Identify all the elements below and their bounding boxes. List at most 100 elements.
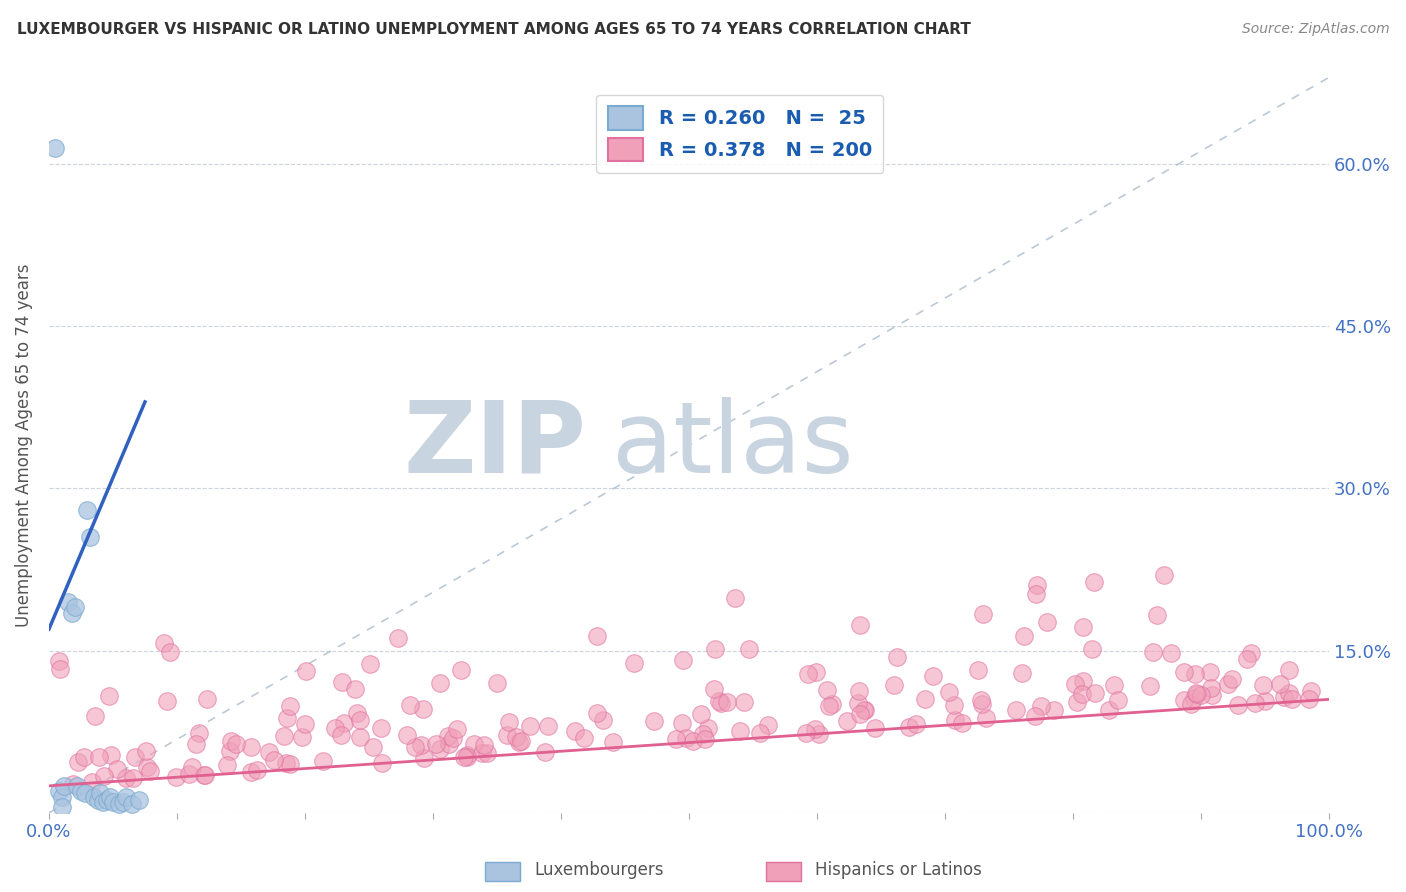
Point (179, 767, 201, 781)
Point (905, 717, 928, 731)
Point (1198, 665, 1220, 680)
Point (938, 685, 960, 699)
Point (1139, 679, 1161, 693)
Point (943, 713, 966, 727)
Point (967, 663, 990, 677)
Point (471, 746, 494, 760)
Point (1083, 575, 1105, 590)
Point (181, 760, 204, 774)
Point (193, 768, 215, 782)
Point (852, 703, 875, 717)
Point (716, 695, 738, 709)
Point (343, 681, 366, 696)
Text: Luxembourgers: Luxembourgers (534, 861, 664, 879)
Point (815, 683, 838, 698)
Point (100, 789, 122, 804)
Point (114, 771, 136, 785)
Point (849, 618, 872, 632)
Point (56, 595, 79, 609)
Point (87, 749, 110, 764)
Point (475, 746, 498, 760)
Point (257, 745, 280, 759)
Point (453, 749, 475, 764)
Point (53, 779, 76, 793)
Point (139, 764, 162, 778)
Point (128, 793, 150, 807)
Point (44, 141, 66, 155)
Point (412, 702, 434, 716)
Point (1071, 674, 1094, 689)
Point (922, 669, 945, 683)
Point (756, 718, 779, 732)
Point (914, 691, 936, 706)
Point (1173, 693, 1195, 707)
Point (972, 607, 994, 621)
Point (1098, 703, 1121, 717)
Point (1299, 684, 1322, 698)
Point (1004, 703, 1026, 717)
Point (399, 698, 422, 712)
Point (818, 698, 841, 713)
Point (863, 721, 886, 735)
Point (1102, 678, 1125, 692)
Point (602, 735, 624, 749)
Point (728, 724, 751, 739)
Point (153, 636, 176, 650)
Point (404, 740, 426, 755)
Point (1064, 676, 1087, 690)
Point (1185, 686, 1208, 700)
Point (689, 707, 711, 722)
Point (70, 784, 93, 798)
Point (60, 606, 83, 620)
Point (672, 653, 695, 667)
Point (396, 728, 419, 742)
Point (439, 737, 461, 751)
Point (425, 737, 447, 751)
Point (349, 730, 371, 744)
Point (1278, 685, 1301, 699)
Point (749, 725, 772, 739)
Point (623, 656, 645, 670)
Point (295, 664, 318, 678)
Point (73, 787, 96, 801)
Point (821, 697, 844, 711)
Point (585, 706, 607, 720)
Point (121, 797, 143, 812)
Point (80, 774, 103, 789)
Point (276, 711, 298, 725)
Point (693, 731, 716, 746)
Point (807, 727, 830, 741)
Point (359, 657, 381, 671)
Point (586, 629, 609, 643)
Point (724, 591, 747, 605)
Point (221, 734, 243, 748)
Point (1220, 672, 1243, 686)
Point (1180, 697, 1202, 711)
Point (349, 714, 371, 728)
Point (83, 789, 105, 804)
Point (263, 753, 285, 767)
Point (1244, 696, 1267, 710)
Point (848, 683, 870, 698)
Point (1071, 620, 1094, 634)
Point (135, 744, 157, 758)
Point (1236, 652, 1258, 666)
Point (1268, 677, 1291, 691)
Point (703, 681, 725, 696)
Point (48, 654, 70, 668)
Point (508, 734, 530, 748)
Point (225, 737, 247, 751)
Point (733, 695, 755, 709)
Point (413, 751, 436, 765)
Point (159, 645, 181, 659)
Point (592, 713, 614, 727)
Y-axis label: Unemployment Among Ages 65 to 74 years: Unemployment Among Ages 65 to 74 years (15, 263, 32, 627)
Point (51, 800, 73, 814)
Point (165, 770, 187, 784)
Point (346, 706, 368, 720)
Point (361, 739, 384, 754)
Point (519, 718, 541, 732)
Point (1042, 703, 1064, 717)
Point (692, 727, 714, 741)
Point (332, 675, 354, 690)
